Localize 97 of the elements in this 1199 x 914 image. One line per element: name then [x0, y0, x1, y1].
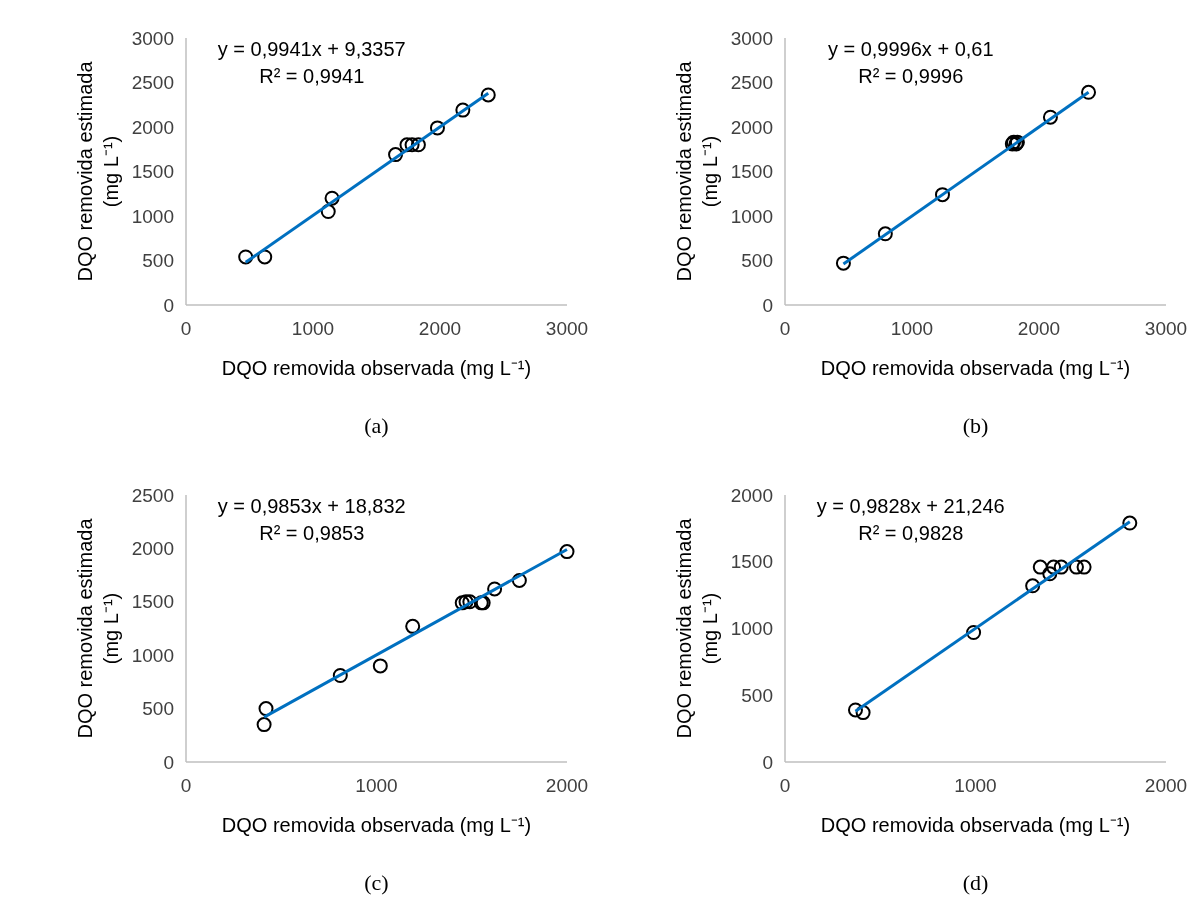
- x-tick-label: 3000: [1144, 318, 1188, 339]
- x-tick-label: 2000: [545, 775, 589, 796]
- y-tick-label: 2000: [131, 116, 174, 138]
- point: [1068, 559, 1084, 575]
- annotation: y = 0,9853x + 18,832: [217, 495, 406, 517]
- x-tick-label: 3000: [545, 318, 589, 339]
- point: [324, 190, 340, 206]
- point: [458, 594, 474, 610]
- x-axis-title: DQO removida observada (mg L⁻¹): [221, 814, 532, 836]
- y-tick-label: 2000: [730, 116, 773, 138]
- point: [835, 255, 851, 271]
- point: [1076, 559, 1092, 575]
- y-tick-label: 2500: [131, 484, 174, 506]
- y-tick-label: 500: [741, 684, 773, 706]
- point: [256, 717, 272, 733]
- text: (a): [364, 413, 389, 438]
- y-tick-label: 1500: [730, 551, 773, 573]
- annotation: y = 0,9828x + 21,246: [816, 495, 1005, 517]
- point: [487, 581, 503, 597]
- point: [405, 618, 421, 634]
- y-tick-label: 500: [142, 698, 174, 720]
- point: [332, 667, 348, 683]
- y-tick-label: 2000: [730, 484, 773, 506]
- point: [480, 87, 496, 103]
- point: [1042, 109, 1058, 125]
- y-tick-label: 0: [762, 751, 773, 773]
- x-tick-label: 2000: [1017, 318, 1061, 339]
- y-axis-title: DQO removida estimada (mg L⁻¹): [673, 60, 721, 282]
- y-tick-label: 500: [142, 250, 174, 272]
- y-tick-label: 3000: [730, 27, 773, 49]
- point: [257, 249, 273, 265]
- y-tick-label: 3000: [131, 27, 174, 49]
- y-tick-label: 1000: [131, 644, 174, 666]
- point: [855, 705, 871, 721]
- point: [559, 544, 575, 560]
- point: [238, 249, 254, 265]
- point: [320, 204, 336, 220]
- point: [966, 625, 982, 641]
- text: (b): [962, 413, 989, 438]
- point: [372, 658, 388, 674]
- point: [258, 701, 274, 717]
- point: [388, 147, 404, 163]
- point: [1042, 566, 1058, 582]
- annotation: y = 0,9996x + 0,61: [827, 38, 994, 60]
- point: [1032, 559, 1048, 575]
- point: [934, 187, 950, 203]
- x-axis-title: DQO removida observada (mg L⁻¹): [820, 814, 1131, 836]
- point: [1025, 578, 1041, 594]
- x-tick-label: 2000: [418, 318, 462, 339]
- point: [1122, 515, 1138, 531]
- point: [511, 572, 527, 588]
- y-axis-title: DQO removida estimada (mg L⁻¹): [74, 517, 122, 739]
- annotation: R² = 0,9853: [259, 522, 365, 544]
- point: [847, 702, 863, 718]
- y-tick-label: 1500: [730, 161, 773, 183]
- y-tick-label: 0: [163, 751, 174, 773]
- y-tick-label: 1000: [730, 205, 773, 227]
- y-tick-label: 1000: [131, 205, 174, 227]
- y-tick-label: 0: [762, 294, 773, 316]
- x-tick-label: 0: [180, 318, 192, 339]
- annotation: R² = 0,9828: [858, 522, 964, 544]
- y-tick-label: 2500: [131, 72, 174, 94]
- annotation: y = 0,9941x + 9,3357: [217, 38, 406, 60]
- x-axis-title: DQO removida observada (mg L⁻¹): [221, 357, 532, 379]
- x-tick-label: 1000: [954, 775, 997, 796]
- x-tick-label: 0: [180, 775, 192, 796]
- point: [462, 594, 478, 610]
- point: [1046, 559, 1062, 575]
- text: (d): [962, 870, 989, 895]
- point: [1053, 559, 1069, 575]
- y-tick-label: 1500: [131, 591, 174, 613]
- point: [454, 595, 470, 611]
- y-tick-label: 1500: [131, 161, 174, 183]
- point: [404, 137, 420, 153]
- y-tick-label: 2000: [131, 538, 174, 560]
- y-tick-label: 0: [163, 294, 174, 316]
- point: [877, 226, 893, 242]
- text: (c): [364, 870, 389, 895]
- y-tick-label: 2500: [730, 72, 773, 94]
- x-tick-label: 0: [779, 775, 791, 796]
- y-axis-title: DQO removida estimada (mg L⁻¹): [673, 517, 721, 739]
- point: [399, 137, 415, 153]
- point: [429, 120, 445, 136]
- y-axis-title: DQO removida estimada (mg L⁻¹): [74, 60, 122, 282]
- annotation: R² = 0,9941: [259, 65, 365, 87]
- y-tick-label: 500: [741, 250, 773, 272]
- x-tick-label: 1000: [355, 775, 398, 796]
- x-tick-label: 1000: [890, 318, 934, 339]
- annotation: R² = 0,9996: [858, 65, 964, 87]
- point: [455, 102, 471, 118]
- point: [1081, 84, 1097, 100]
- x-axis-title: DQO removida observada (mg L⁻¹): [820, 357, 1131, 379]
- y-tick-label: 1000: [730, 618, 773, 640]
- x-tick-label: 2000: [1144, 775, 1188, 796]
- x-tick-label: 0: [779, 318, 791, 339]
- point: [410, 137, 426, 153]
- x-tick-label: 1000: [291, 318, 335, 339]
